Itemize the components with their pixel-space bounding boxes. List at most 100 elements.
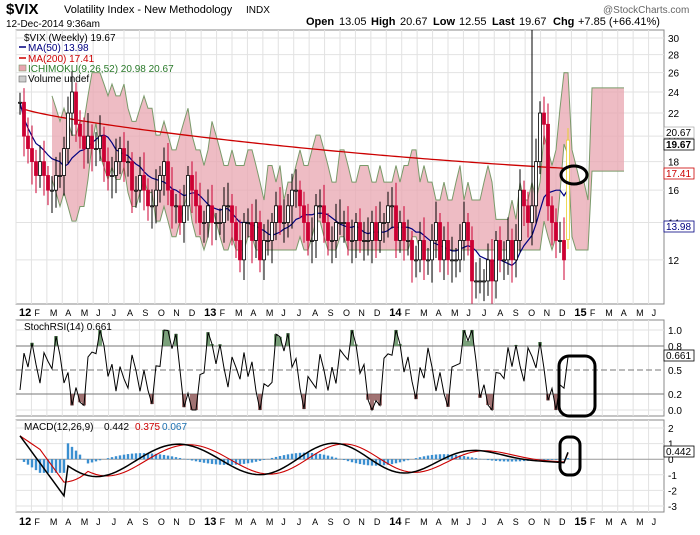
candle-body: [291, 190, 294, 206]
macd-histogram-bar: [355, 459, 357, 463]
macd-histogram-bar: [243, 459, 245, 464]
month-label: D: [189, 308, 196, 318]
candle-body: [523, 190, 526, 206]
candle-body: [395, 206, 398, 241]
price-tick-label: 24: [668, 88, 680, 99]
month-label: M: [81, 308, 89, 318]
macd-histogram-bar: [359, 459, 361, 464]
macd-histogram-bar: [283, 455, 285, 459]
candle-body: [303, 206, 306, 223]
macd-histogram-bar: [75, 451, 77, 460]
candle-body: [443, 240, 446, 259]
macd-histogram-bar: [495, 459, 497, 461]
candle-body: [83, 136, 86, 148]
high-value: 20.67: [400, 16, 428, 28]
month-label: 15: [574, 307, 586, 319]
month-label: M: [266, 308, 274, 318]
candle-body: [507, 240, 510, 259]
macd-histogram-bar: [191, 459, 193, 460]
month-label: M: [451, 517, 459, 527]
candle-body: [419, 240, 422, 259]
month-label: S: [328, 308, 334, 318]
candle-body: [383, 223, 386, 224]
month-label: A: [497, 517, 503, 527]
candle-body: [483, 281, 486, 282]
candle-body: [183, 206, 186, 223]
macd-axis: 210-1-2-3: [668, 424, 677, 513]
month-label: J: [281, 308, 286, 318]
month-label: D: [374, 517, 381, 527]
candle-body: [211, 206, 214, 223]
description: Volatility Index - New Methodology: [64, 4, 233, 16]
candle-body: [39, 162, 42, 176]
last-value: 19.67: [519, 16, 547, 28]
price-tick-label: 16: [668, 186, 680, 197]
macd-histogram-bar: [211, 459, 213, 464]
candle-body: [111, 175, 114, 176]
price-tick-label: 18: [668, 158, 680, 169]
candle-body: [139, 175, 142, 190]
macd-histogram-bar: [163, 455, 165, 459]
candle-body: [431, 240, 434, 259]
candle-body: [399, 223, 402, 241]
candle-body: [343, 223, 346, 224]
macd-histogram-bar: [91, 459, 93, 462]
candle-body: [59, 175, 62, 176]
candle-body: [491, 260, 494, 281]
macd-histogram-bar: [195, 459, 197, 461]
candle-body: [287, 206, 290, 223]
candle-body: [439, 223, 442, 260]
month-label: D: [374, 308, 381, 318]
candle-body: [123, 149, 126, 162]
month-label: A: [436, 517, 442, 527]
last-label: Last: [492, 16, 515, 28]
month-label: 13: [204, 307, 216, 319]
macd-histogram-bar: [547, 459, 549, 460]
month-label: M: [420, 517, 428, 527]
candle-body: [423, 240, 426, 259]
candle-body: [299, 190, 302, 206]
candle-body: [31, 149, 34, 162]
macd-histogram-bar: [347, 459, 349, 461]
month-label: J: [482, 517, 487, 527]
candle-body: [271, 223, 274, 241]
candle-body: [191, 175, 194, 190]
candle-body: [339, 223, 342, 224]
macd-histogram-bar: [115, 456, 117, 459]
candle-body: [91, 136, 94, 148]
month-label: M: [50, 308, 58, 318]
macd-histogram-bar: [439, 454, 441, 459]
candle-body: [155, 190, 158, 206]
macd-histogram-bar: [507, 459, 509, 461]
candle-body: [63, 149, 66, 176]
macd-histogram-bar: [87, 459, 89, 463]
month-label: J: [96, 517, 101, 527]
candle-body: [367, 240, 370, 241]
candle-body: [391, 206, 394, 207]
month-label: J: [652, 517, 657, 527]
low-label: Low: [433, 16, 455, 28]
macd-histogram-bar: [123, 455, 125, 460]
month-label: J: [652, 308, 657, 318]
macd-histogram-bar: [27, 459, 29, 464]
svg-text:20.67: 20.67: [666, 128, 691, 139]
month-label: A: [312, 517, 318, 527]
candle-body: [307, 223, 310, 241]
macd-histogram-bar: [71, 447, 73, 459]
candle-body: [527, 206, 530, 223]
candle-body: [467, 223, 470, 241]
svg-text:17.41: 17.41: [666, 169, 691, 180]
month-label: J: [96, 308, 101, 318]
macd-histogram-bar: [159, 454, 161, 459]
legend-macd-value: 0.442: [104, 422, 129, 433]
macd-histogram-bar: [463, 456, 465, 459]
month-label: M: [235, 308, 243, 318]
candle-body: [107, 162, 110, 176]
candle-body: [543, 113, 546, 124]
month-label: O: [158, 517, 165, 527]
candle-body: [175, 206, 178, 207]
macd-histogram-bar: [107, 458, 109, 459]
candle-body: [279, 206, 282, 223]
macd-histogram-bar: [431, 455, 433, 459]
candle-body: [515, 240, 518, 259]
